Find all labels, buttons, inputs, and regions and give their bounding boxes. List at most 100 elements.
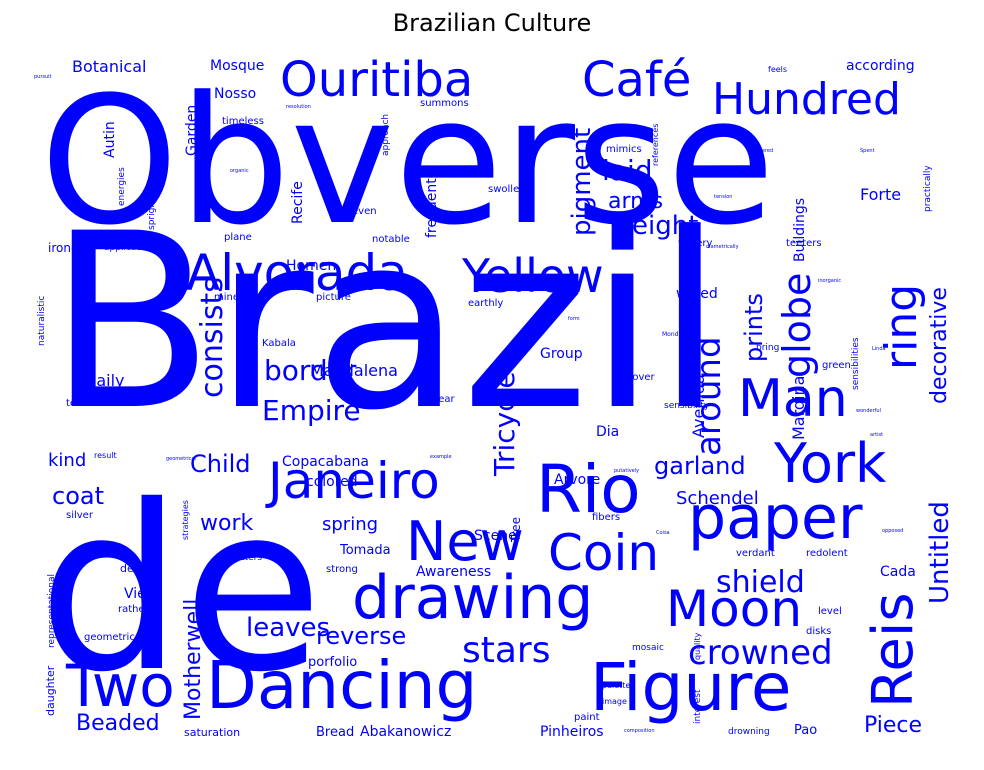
word-even: even [352, 206, 377, 217]
word-shield: shield [716, 565, 805, 600]
word-tricycle: Tricycle [488, 371, 521, 477]
word-watery: watery [678, 238, 712, 249]
word-around: around [689, 336, 729, 456]
word-practically: practically [923, 165, 933, 212]
word-scene: Scene [474, 528, 517, 544]
word-pioneered: pioneered [748, 148, 773, 154]
word-dancing: Dancing [206, 647, 477, 724]
word-ring: ring [876, 284, 927, 370]
word-picture: picture [316, 292, 351, 303]
word-spent: Spent [860, 148, 875, 154]
word-daughter: daughter [44, 665, 57, 716]
word-alvorada: Alvorada [186, 244, 408, 302]
word-consists: consists [195, 277, 230, 398]
word-daily: Daily [84, 371, 124, 390]
word-according: according [846, 58, 915, 74]
word-ironed: ironed [48, 241, 86, 255]
word-composition: composition [624, 728, 654, 734]
word-summons: summons [420, 98, 469, 109]
word-redolent: redolent [806, 548, 848, 559]
word-man: Man [738, 369, 848, 429]
word-decorative: decorative [927, 287, 952, 404]
word-green: green [822, 360, 851, 371]
word-diametrically: diametrically [706, 244, 739, 250]
word-reis: Reis [861, 592, 926, 708]
word-earthly: earthly [468, 298, 503, 309]
word-border: border [264, 354, 357, 387]
word-strategies: strategies [181, 500, 190, 540]
word-drowning: drowning [728, 727, 770, 737]
word-drawing: drawing [352, 563, 593, 633]
word-leaves: leaves [246, 613, 330, 643]
word-spring: spring [322, 514, 378, 535]
word-frequently: frequently [424, 166, 440, 238]
word-tree: Tree [509, 517, 523, 543]
word-laid: laid [602, 154, 653, 187]
word-aware: aware [806, 110, 821, 116]
word-geometrical: geometrical [166, 456, 196, 462]
word-disks: disks [806, 626, 831, 637]
word-representational: representational [47, 574, 57, 648]
word-teeters: teeters [786, 238, 822, 249]
word-botanical: Botanical [72, 57, 146, 76]
word-level: level [818, 606, 842, 617]
word-magdalena: Magdalena [310, 361, 398, 380]
word-pursuit: pursuit [34, 74, 52, 80]
word-saturation: saturation [184, 726, 240, 739]
word-pao: Pao [794, 723, 817, 738]
word-homen: Homen [286, 258, 336, 274]
word-copacabana: Copacabana [282, 454, 369, 470]
word-design: design [120, 562, 157, 575]
word-bring: bring [756, 343, 779, 353]
word-yellow: Yellow [461, 249, 604, 303]
word-view: View [124, 586, 157, 602]
chart-title: Brazilian Culture [392, 9, 592, 37]
word-result: result [94, 451, 117, 460]
word-form: form [568, 316, 580, 322]
word-sensibility: sensibility [664, 401, 710, 411]
word-fallen: fallen [490, 376, 496, 390]
word-organic: organic [230, 168, 249, 174]
word-totters: totters [232, 553, 262, 563]
word-silver: silver [66, 510, 94, 521]
word-dia: Dia [596, 424, 619, 440]
word-pigment: pigment [567, 128, 597, 236]
word-obverse: Obverse [40, 59, 775, 264]
word-mosque: Mosque [210, 58, 264, 74]
word-edge: Edge [92, 303, 132, 322]
word-globe: globe [775, 273, 819, 378]
word-moon: Moon [666, 580, 802, 638]
word-palette: palette [602, 681, 630, 690]
word-applications: applications [104, 243, 159, 253]
word-child: Child [190, 450, 251, 478]
word-autin: Autin [102, 121, 118, 158]
word-sprightliness: sprightliness [147, 173, 157, 230]
word-rather: rather [118, 604, 150, 615]
word-colored: colored [306, 474, 358, 490]
word-figure: Figure [590, 649, 792, 726]
word-york: York [773, 432, 887, 495]
word-reverse: reverse [316, 622, 406, 650]
word-notable: notable [372, 234, 410, 245]
word-ouritiba: Ouritiba [280, 52, 473, 108]
word-schendel: Schendel [676, 488, 759, 509]
word-plane: plane [224, 232, 252, 243]
word-opposed: opposed [882, 528, 903, 534]
word-image: image [602, 697, 627, 706]
word-recife: Recife [290, 181, 306, 224]
word-artist: artist [870, 432, 883, 438]
word-fibers: fibers [592, 512, 620, 523]
word-forte: Forte [860, 185, 901, 204]
word-porfolio: porfolio [308, 655, 357, 670]
word-buildings: Buildings [792, 198, 808, 262]
word-naturalistic: naturalistic [37, 296, 47, 346]
word-beaded: Beaded [76, 711, 160, 736]
word-de: de [38, 456, 323, 722]
word-kabala: Kabala [262, 338, 296, 349]
word-crowned: crowned [688, 633, 833, 673]
word-bread: Bread [316, 725, 354, 740]
word-paint: paint [574, 712, 600, 723]
word-approach: approach [381, 114, 391, 156]
word-rio: Rio [536, 451, 641, 528]
word-coisa: Coisa [656, 530, 670, 536]
